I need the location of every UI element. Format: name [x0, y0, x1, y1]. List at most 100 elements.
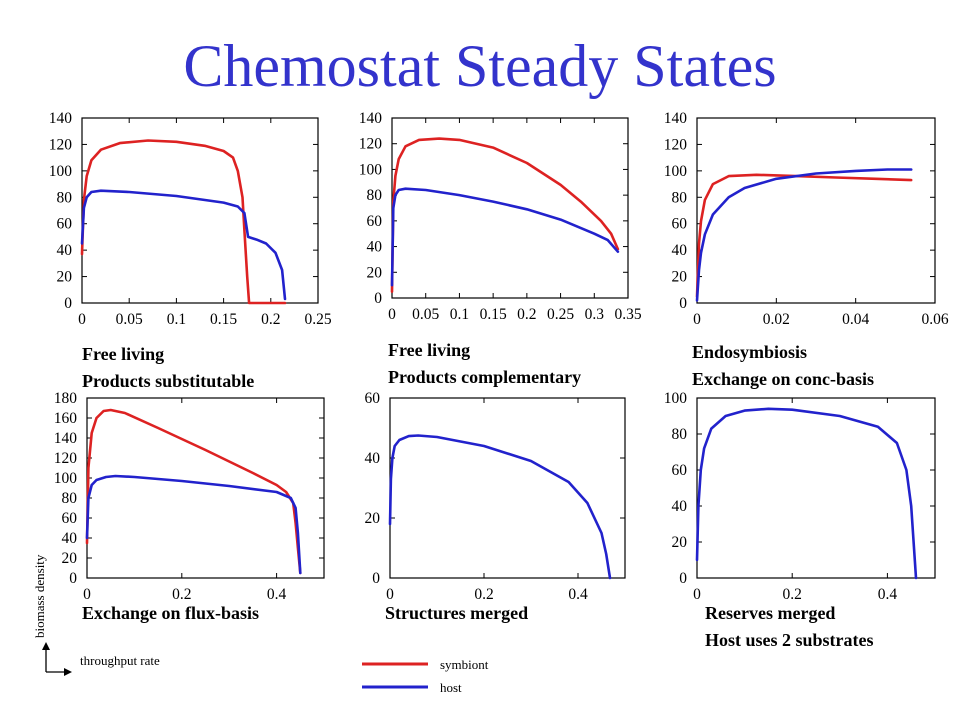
x-tick-label: 0.15 [210, 311, 237, 328]
y-tick-label: 140 [49, 110, 73, 127]
series-line-host [80, 189, 287, 301]
x-tick-label: 0.02 [763, 311, 790, 328]
chart-panel-bottom-right: 0 20 40 60 80 100 0 0.2 0.4 Reserves merged Host u… [664, 390, 936, 650]
series-line-host [695, 407, 918, 580]
x-hint-label: throughput rate [80, 653, 160, 668]
y-tick-label: 80 [62, 490, 78, 507]
x-tick-label: 0.05 [412, 306, 439, 323]
chart-caption: Structures merged [385, 603, 528, 623]
y-tick-label: 60 [57, 216, 73, 233]
y-tick-label: 100 [49, 163, 73, 180]
y-tick-label: 40 [365, 450, 381, 467]
x-tick-label: 0 [78, 311, 86, 328]
x-tick-label: 0.2 [474, 586, 493, 603]
legend-label-symbiont: symbiont [440, 657, 489, 672]
x-tick-label: 0.25 [547, 306, 574, 323]
y-tick-label: 80 [57, 189, 73, 206]
y-tick-label: 0 [64, 295, 72, 312]
plot-frame [86, 397, 325, 579]
x-tick-label: 0.2 [783, 586, 802, 603]
plot-frame [81, 117, 319, 304]
y-hint-label: biomass density [32, 554, 47, 638]
page-title: Chemostat Steady States [183, 33, 777, 99]
y-tick-label: 120 [54, 450, 78, 467]
x-tick-label: 0 [83, 586, 91, 603]
y-tick-label: 120 [49, 136, 73, 153]
axis-hint: biomass density throughput rate [32, 554, 160, 676]
y-tick-label: 0 [679, 570, 687, 587]
x-tick-label: 0.2 [261, 311, 280, 328]
y-tick-label: 20 [672, 269, 688, 286]
x-tick-label: 0.4 [568, 586, 588, 603]
y-tick-label: 80 [367, 187, 383, 204]
y-tick-label: 60 [365, 390, 381, 407]
x-tick-label: 0.1 [167, 311, 186, 328]
plot-frame [391, 117, 629, 299]
y-tick-label: 100 [664, 163, 688, 180]
chart-panel-top-middle: 0 20 40 60 80 100 120 140 0 0.05 0.1 0.15 0.2 0.25 0.3… [359, 110, 642, 387]
chart-caption: Reserves merged [705, 603, 835, 623]
series-line-symbiont [80, 139, 287, 305]
chart-caption: Exchange on conc-basis [692, 369, 874, 389]
chart-caption: Free living [82, 344, 164, 364]
x-tick-label: 0.25 [304, 311, 331, 328]
y-tick-label: 0 [372, 570, 380, 587]
y-tick-label: 60 [672, 462, 688, 479]
x-hint-arrowhead [64, 668, 72, 676]
x-tick-label: 0.2 [172, 586, 191, 603]
x-tick-label: 0.35 [614, 306, 641, 323]
y-tick-label: 120 [664, 136, 688, 153]
y-tick-label: 40 [62, 530, 78, 547]
y-tick-label: 20 [672, 534, 688, 551]
y-tick-label: 40 [367, 239, 383, 256]
y-tick-label: 40 [672, 242, 688, 259]
y-tick-label: 20 [57, 269, 73, 286]
x-tick-label: 0.3 [585, 306, 605, 323]
y-tick-label: 60 [672, 216, 688, 233]
y-tick-label: 0 [679, 295, 687, 312]
y-tick-label: 100 [664, 390, 688, 407]
chart-panel-bottom-left: 0 20 40 60 80 100 120 140 160 180 0 0.2 0.4 Exchange … [54, 390, 325, 623]
x-tick-label: 0 [693, 311, 701, 328]
chart-caption: Exchange on flux-basis [82, 603, 259, 623]
series-line-symbiont [85, 408, 302, 575]
x-tick-label: 0 [386, 586, 394, 603]
y-tick-label: 40 [57, 242, 73, 259]
series-line-symbiont [695, 173, 913, 298]
legend-label-host: host [440, 680, 462, 695]
y-tick-label: 80 [672, 426, 688, 443]
plot-frame [696, 117, 936, 304]
y-tick-label: 20 [62, 550, 78, 567]
legend: symbiont host [362, 657, 489, 695]
chart-caption: Free living [388, 340, 470, 360]
chart-caption: Products complementary [388, 367, 581, 387]
x-tick-label: 0.04 [842, 311, 869, 328]
x-tick-label: 0.1 [450, 306, 469, 323]
y-tick-label: 60 [367, 213, 383, 230]
y-tick-label: 20 [367, 264, 383, 281]
chart-panel-top-right: 0 20 40 60 80 100 120 140 0 0.02 0.04 0.06 Endosymbi… [664, 110, 949, 389]
series-line-symbiont [390, 137, 620, 293]
series-line-host [388, 434, 612, 580]
x-tick-label: 0.4 [878, 586, 898, 603]
y-tick-label: 140 [54, 430, 78, 447]
x-tick-label: 0.15 [480, 306, 507, 323]
y-tick-label: 60 [62, 510, 78, 527]
series-line-host [85, 474, 302, 575]
plot-frame [389, 397, 626, 579]
series-line-host [695, 168, 913, 302]
x-tick-label: 0.06 [921, 311, 948, 328]
chart-panel-bottom-middle: 0 20 40 60 0 0.2 0.4 Structures merged [365, 390, 626, 623]
plot-frame [696, 397, 936, 579]
y-tick-label: 140 [359, 110, 383, 127]
x-tick-label: 0.2 [517, 306, 536, 323]
y-tick-label: 180 [54, 390, 78, 407]
y-tick-label: 160 [54, 410, 78, 427]
y-tick-label: 100 [359, 161, 383, 178]
x-tick-label: 0.4 [267, 586, 287, 603]
chart-caption: Endosymbiosis [692, 342, 807, 362]
y-tick-label: 0 [374, 290, 382, 307]
chart-panel-top-left: 0 20 40 60 80 100 120 140 0 0.05 0.1 0.15 0.2 0.25 Fre… [49, 110, 332, 391]
chart-caption: Host uses 2 substrates [705, 630, 874, 650]
